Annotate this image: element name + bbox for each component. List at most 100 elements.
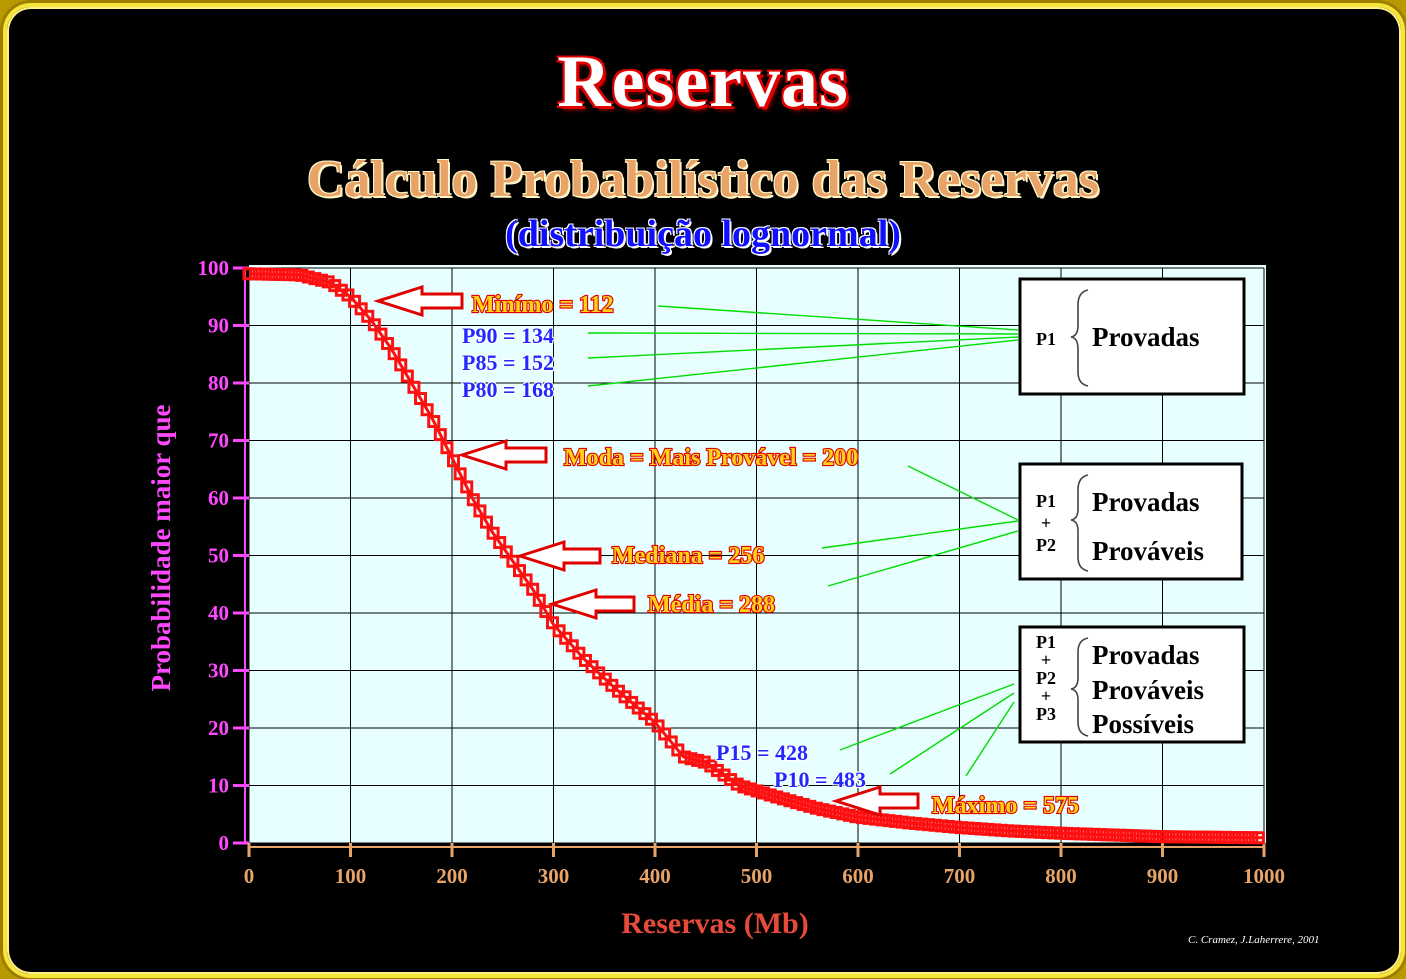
curve-marker <box>242 267 256 281</box>
curve-marker <box>440 441 454 455</box>
arrow-group <box>373 284 920 818</box>
x-tick-label: 800 <box>1045 864 1077 888</box>
curve-marker <box>539 605 553 619</box>
box2-label-provaveis: Prováveis <box>1092 536 1204 566</box>
curve-marker <box>842 808 856 822</box>
curve-marker <box>1119 828 1133 842</box>
curve-marker <box>928 818 942 832</box>
curve-marker <box>836 807 850 821</box>
curve-marker <box>1080 827 1094 841</box>
x-tick-label: 100 <box>335 864 367 888</box>
y-tick-label: 90 <box>208 314 229 338</box>
x-tick-label: 200 <box>436 864 468 888</box>
curve-marker <box>849 810 863 824</box>
curve-marker <box>968 822 982 836</box>
curve-marker <box>935 819 949 833</box>
box3-code-plus1: + <box>1041 650 1051 670</box>
curve-marker <box>1047 826 1061 840</box>
curve-marker <box>268 267 282 281</box>
y-axis-ticks: 0 10 20 30 40 50 60 70 80 90 100 <box>198 256 249 855</box>
curve-marker <box>1086 827 1100 841</box>
curve-marker <box>249 267 263 281</box>
curve-marker <box>499 545 513 559</box>
curve-marker <box>453 467 467 481</box>
annotation-p85: P85 = 152 <box>462 350 554 375</box>
category-box-proved-probable: P1 + P2 Provadas Prováveis <box>1018 462 1244 581</box>
curve-marker <box>908 816 922 830</box>
category-box-proved: P1 Provadas <box>1018 277 1246 396</box>
leader-line <box>965 701 1015 777</box>
x-tick-label: 400 <box>639 864 671 888</box>
x-tick-label: 300 <box>538 864 570 888</box>
curve-marker <box>367 318 381 332</box>
curve-marker <box>420 403 434 417</box>
box3-code-p3: P3 <box>1036 704 1056 724</box>
curve-marker <box>407 380 421 394</box>
curve-marker <box>354 302 368 316</box>
curve-marker <box>275 267 289 281</box>
curve-marker <box>545 616 559 630</box>
curve-marker <box>875 813 889 827</box>
slide-title: Reservas <box>557 41 849 123</box>
curve-marker <box>486 526 500 540</box>
curve-marker <box>776 792 790 806</box>
curve-marker <box>519 573 533 587</box>
curve-marker <box>394 358 408 372</box>
curve-marker <box>922 818 936 832</box>
curve-marker <box>664 735 678 749</box>
y-tick-label: 20 <box>208 716 229 740</box>
x-tick-label: 1000 <box>1243 864 1285 888</box>
curve-marker <box>255 267 269 281</box>
curve-marker <box>466 493 480 507</box>
curve-marker <box>374 327 388 341</box>
curve-marker <box>308 272 322 286</box>
curve-marker <box>414 392 428 406</box>
box2-code-plus: + <box>1041 513 1051 533</box>
curve-marker <box>1159 830 1173 844</box>
curve-marker <box>1152 830 1166 844</box>
leader-line <box>587 339 1019 387</box>
curve-marker <box>1073 827 1087 841</box>
curve-marker <box>1199 830 1213 844</box>
y-tick-label: 0 <box>219 831 230 855</box>
curve-marker <box>803 799 817 813</box>
y-axis-label: Probabilidade maior que <box>146 404 176 691</box>
curve-marker <box>473 504 487 518</box>
curve-marker <box>387 347 401 361</box>
y-tick-label: 40 <box>208 601 229 625</box>
curve-marker <box>1100 828 1114 842</box>
annotation-p10: P10 = 483 <box>774 767 866 792</box>
leader-line <box>587 332 1019 335</box>
x-tick-label: 500 <box>741 864 773 888</box>
curve-marker <box>974 822 988 836</box>
curve-marker <box>1113 828 1127 842</box>
annotation-media: Média = 288 <box>648 592 775 618</box>
x-tick-label: 900 <box>1147 864 1179 888</box>
curve-marker <box>677 750 691 764</box>
probability-curve <box>242 267 1265 845</box>
curve-marker <box>1205 830 1219 844</box>
curve-marker <box>1166 830 1180 844</box>
leader-line <box>657 305 1019 331</box>
annotation-mediana: Mediana = 256 <box>612 543 764 569</box>
curve-marker <box>493 536 507 550</box>
curve-marker <box>941 819 955 833</box>
curve-marker <box>1212 830 1226 844</box>
box2-code-p1: P1 <box>1036 491 1056 511</box>
curve-marker <box>532 593 546 607</box>
curve-marker <box>262 267 276 281</box>
y-tick-label: 10 <box>208 774 229 798</box>
curve-marker <box>770 790 784 804</box>
curve-marker <box>763 788 777 802</box>
leader-line <box>889 692 1015 775</box>
curve-marker <box>1251 831 1265 845</box>
box3-code-p2: P2 <box>1036 668 1056 688</box>
curve-marker <box>460 480 474 494</box>
curve-marker <box>988 823 1002 837</box>
curve-marker <box>743 782 757 796</box>
curve-marker <box>559 631 573 645</box>
curve-marker <box>671 743 685 757</box>
curve-marker <box>1218 830 1232 844</box>
annotation-moda: Moda = Mais Provável = 200 <box>564 445 858 471</box>
curve-marker <box>427 415 441 429</box>
